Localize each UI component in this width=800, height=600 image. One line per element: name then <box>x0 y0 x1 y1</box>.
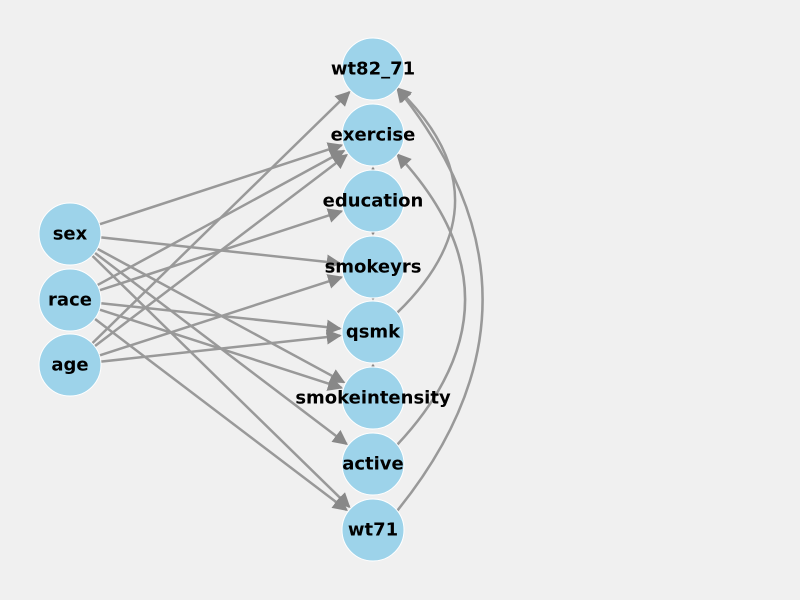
node-smokeyrs-label: smokeyrs <box>325 257 422 278</box>
edge-wt71-to-wt82_71 <box>396 87 484 512</box>
edge-age-to-qsmk <box>100 329 342 363</box>
edge-age-to-exercise <box>93 153 348 348</box>
node-age: age <box>38 333 102 397</box>
node-smokeintensity-circle <box>341 366 405 430</box>
node-sex-label: sex <box>53 224 88 245</box>
edges-layer <box>91 87 484 512</box>
node-exercise-circle <box>341 103 405 167</box>
node-wt82_71-circle <box>341 37 405 101</box>
node-exercise: exercise <box>331 103 416 167</box>
node-active-circle <box>341 432 405 496</box>
node-wt71: wt71 <box>341 498 405 562</box>
edge-qsmk-to-wt82_71 <box>396 87 457 314</box>
node-qsmk: qsmk <box>341 300 405 364</box>
edge-sex-to-exercise <box>99 142 344 226</box>
edge-sex-to-wt71 <box>91 254 351 508</box>
node-education-label: education <box>323 191 424 212</box>
node-smokeyrs-circle <box>341 235 405 299</box>
node-qsmk-label: qsmk <box>346 322 401 343</box>
node-race: race <box>38 268 102 332</box>
node-wt71-label: wt71 <box>348 520 398 541</box>
edge-age-to-wt82_71 <box>91 91 351 345</box>
node-education-circle <box>341 169 405 233</box>
node-smokeyrs: smokeyrs <box>325 235 422 299</box>
node-smokeintensity-label: smokeintensity <box>295 388 451 409</box>
node-wt82_71: wt82_71 <box>331 37 415 101</box>
node-smokeintensity: smokeintensity <box>295 366 451 430</box>
node-age-circle <box>38 333 102 397</box>
node-sex: sex <box>38 202 102 266</box>
node-exercise-label: exercise <box>331 125 416 146</box>
node-wt71-circle <box>341 498 405 562</box>
edge-active-to-exercise <box>396 153 467 446</box>
node-age-label: age <box>51 355 88 376</box>
nodes-layer: sex race age wt82_71 exercise education smokey… <box>38 37 451 562</box>
node-race-circle <box>38 268 102 332</box>
node-education: education <box>323 169 424 233</box>
edge-age-to-smokeyrs <box>99 274 344 357</box>
edge-race-to-wt71 <box>93 317 348 512</box>
node-race-label: race <box>48 290 92 311</box>
node-active: active <box>341 432 405 496</box>
node-qsmk-circle <box>341 300 405 364</box>
node-active-label: active <box>342 454 404 475</box>
node-wt82_71-label: wt82_71 <box>331 59 415 80</box>
node-sex-circle <box>38 202 102 266</box>
